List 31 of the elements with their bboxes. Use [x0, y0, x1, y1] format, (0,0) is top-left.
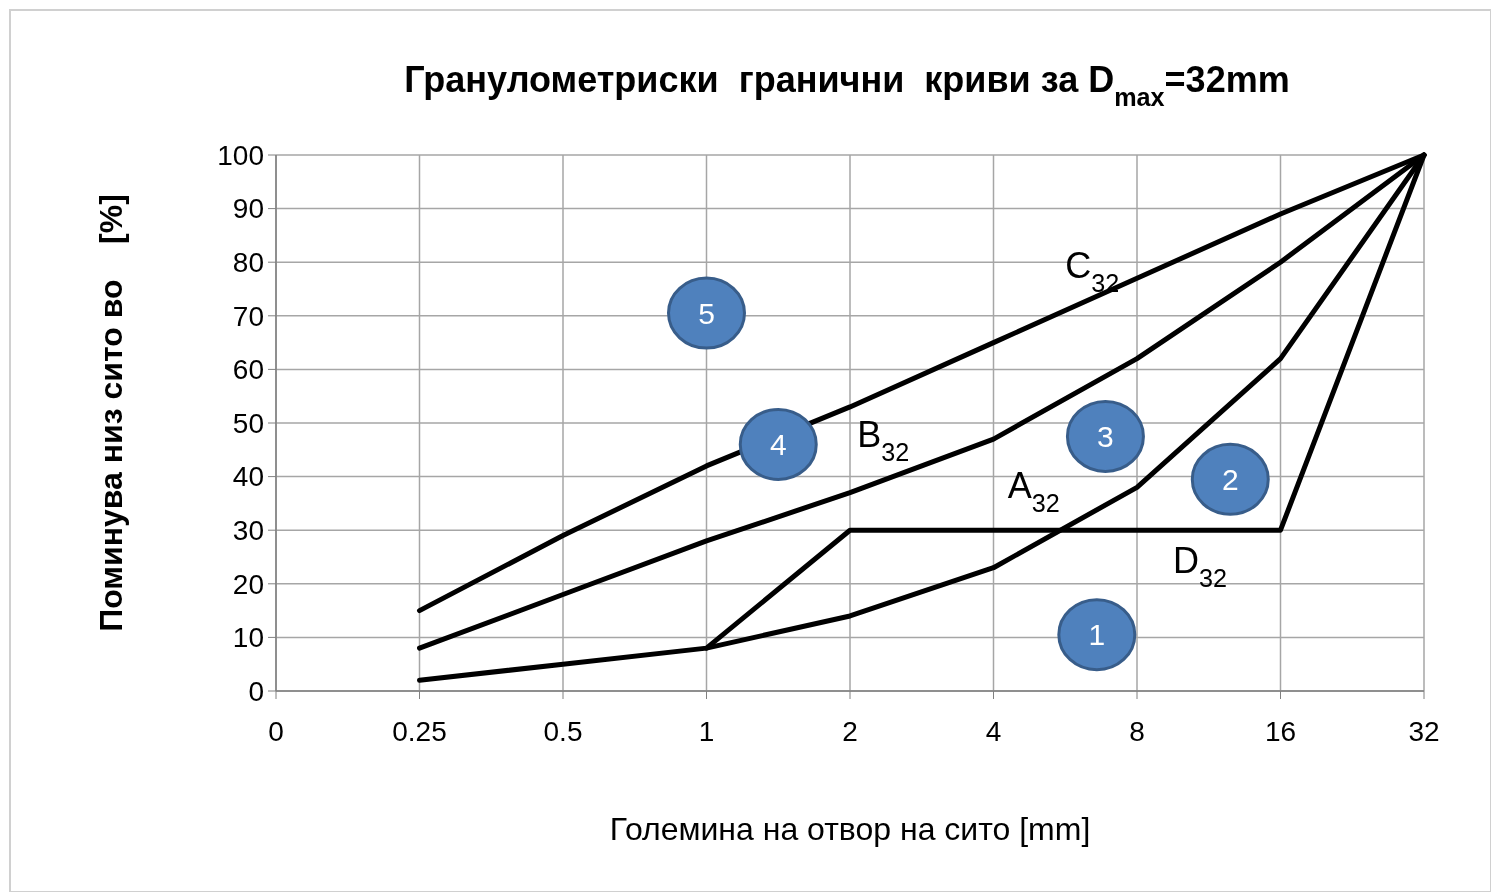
x-tick-label: 16: [1264, 716, 1297, 747]
x-tick-label: 8: [1129, 716, 1145, 747]
annotation: 3: [1097, 419, 1114, 453]
y-tick-label: 10: [232, 622, 264, 654]
x-tick-label: 0.5: [543, 716, 583, 747]
x-tick-label: 4: [985, 716, 1002, 747]
y-tick-label: 20: [232, 568, 264, 600]
y-tick-label: 50: [232, 407, 264, 439]
y-tick-label: 0: [248, 675, 264, 707]
y-tick-label: 30: [232, 515, 264, 546]
y-tick-label: 70: [232, 300, 264, 332]
y-tick-label: 60: [232, 354, 264, 386]
x-tick-label: 1: [698, 716, 715, 747]
chart-title: Гранулометриски гранични криви за D$_{max}$=32mm: [404, 59, 1290, 111]
annotation: 2: [1221, 462, 1239, 496]
annotation: 1: [1088, 618, 1106, 652]
y-tick-label: 80: [232, 247, 264, 278]
y-tick-label: 100: [217, 139, 264, 171]
y-axis-title: Поминува низ сито во [%]: [93, 194, 129, 632]
x-tick-label: 2: [842, 716, 858, 747]
x-tick-label: 0: [268, 716, 284, 747]
series-label: B$_{32}$: [857, 414, 910, 467]
x-axis-title: Големина на отвор на сито [mm]: [609, 811, 1091, 847]
annotation: 4: [769, 427, 787, 461]
series-label: D$_{32}$: [1172, 540, 1227, 593]
y-tick-label: 90: [232, 193, 264, 225]
annotation: 5: [698, 296, 715, 330]
x-tick-label: 32: [1408, 716, 1440, 747]
series-label: A$_{32}$: [1007, 465, 1060, 518]
x-tick-label: 0.25: [392, 716, 447, 747]
y-tick-label: 40: [232, 461, 264, 493]
